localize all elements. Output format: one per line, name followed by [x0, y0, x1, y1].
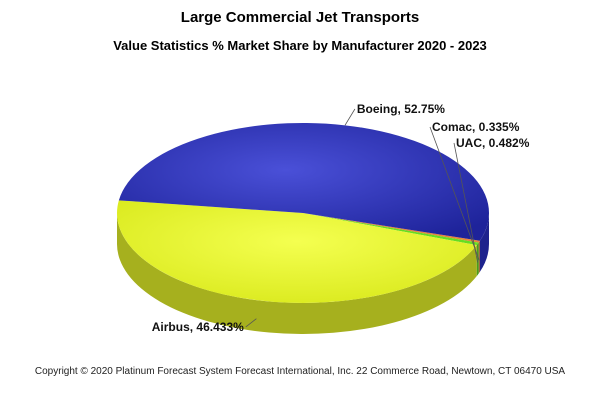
- data-label-comac: Comac, 0.335%: [432, 120, 520, 134]
- pie-tops: [117, 122, 490, 303]
- pie-sides: [117, 213, 490, 334]
- pie-side-uac: [476, 242, 479, 277]
- pie-slice-uac: [303, 213, 479, 246]
- data-label-boeing: Boeing, 52.75%: [357, 102, 445, 116]
- pie-labels: Comac, 0.335% UAC, 0.482% Airbus, 46.433% B…: [152, 102, 530, 334]
- leader-line-uac: [453, 142, 479, 263]
- pie-side-airbus: [117, 213, 477, 334]
- leader-line-boeing: [344, 108, 356, 126]
- chart-title: Large Commercial Jet Transports: [180, 9, 420, 26]
- data-label-airbus: Airbus, 46.433%: [152, 320, 244, 334]
- leader-line-comac: [429, 126, 480, 261]
- pie-side-comac: [478, 240, 480, 274]
- pie-slice-boeing: [118, 122, 490, 241]
- pie-slice-comac: [303, 213, 480, 243]
- leader-line-airbus: [245, 318, 257, 328]
- pie-leaders: [245, 108, 480, 328]
- pie-slice-airbus: [117, 200, 477, 303]
- chart-subtitle: Value Statistics % Market Share by Manuf…: [113, 38, 487, 53]
- copyright-footer: Copyright © 2020 Platinum Forecast Syste…: [34, 366, 566, 377]
- pie-side-boeing: [479, 213, 490, 272]
- data-label-uac: UAC, 0.482%: [456, 136, 530, 150]
